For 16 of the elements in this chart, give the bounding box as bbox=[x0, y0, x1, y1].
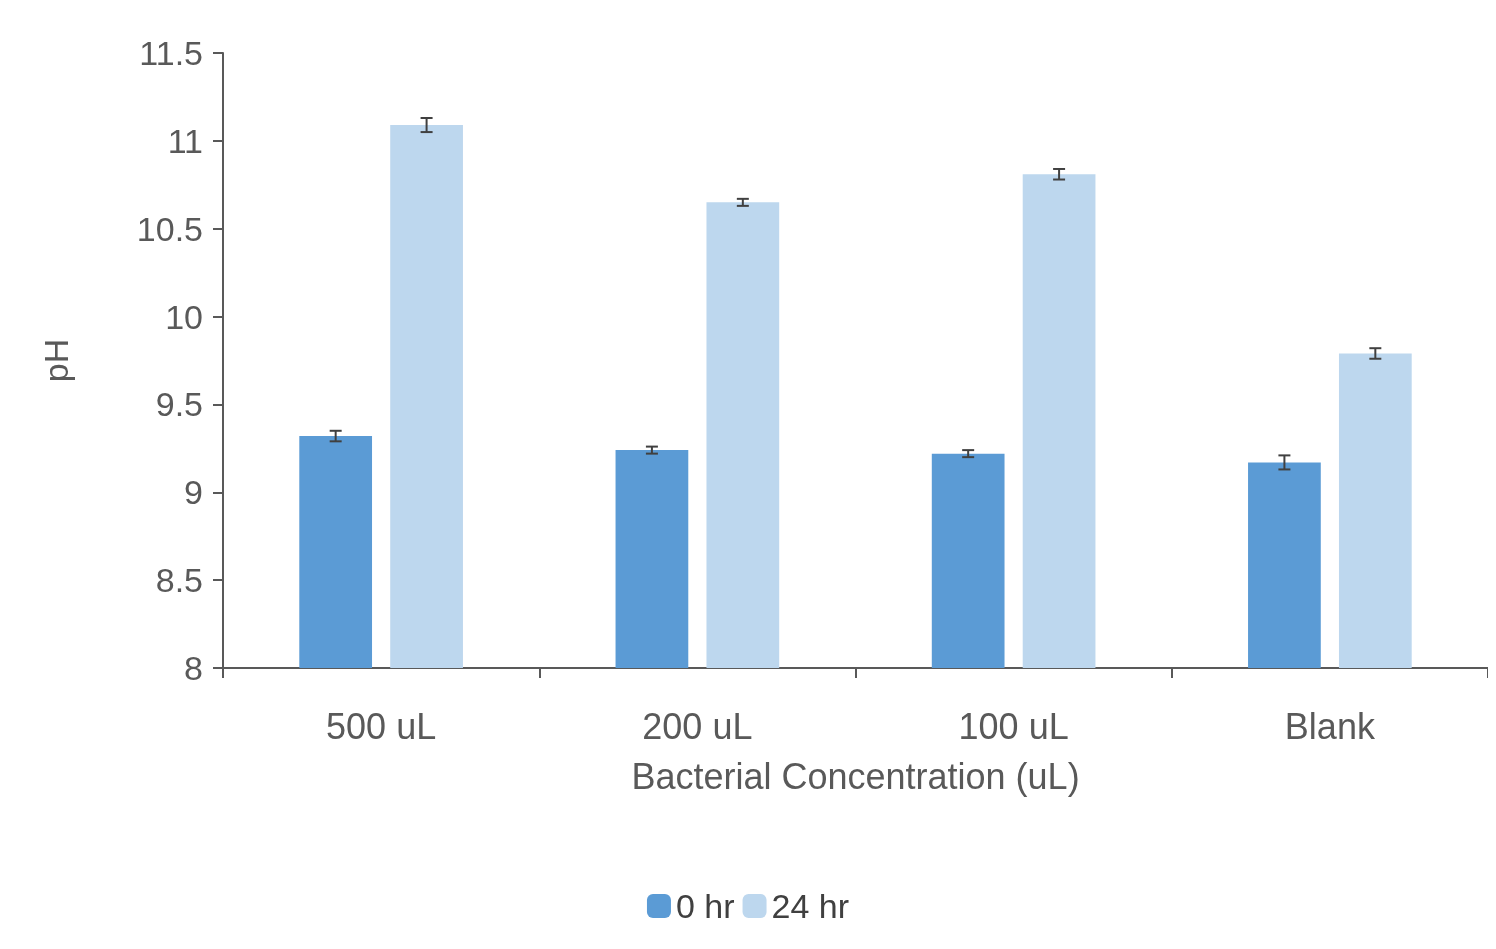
x-tick-label: 100 uL bbox=[958, 705, 1069, 747]
y-tick-label: 8.5 bbox=[155, 561, 203, 600]
legend-label: 0 hr bbox=[675, 887, 735, 925]
y-tick-label: 10 bbox=[165, 297, 203, 336]
y-tick-label: 9 bbox=[184, 473, 203, 512]
y-tick-label: 9.5 bbox=[155, 385, 203, 424]
y-tick-label: 11.5 bbox=[139, 34, 203, 72]
x-tick-label: Blank bbox=[1284, 705, 1376, 747]
y-tick-label: 10.5 bbox=[136, 209, 203, 248]
x-tick-label: 200 uL bbox=[642, 705, 753, 747]
legend-label: 24 hr bbox=[771, 887, 850, 925]
y-tick-label: 11 bbox=[167, 121, 203, 160]
x-axis-title: Bacterial Concentration (uL) bbox=[631, 755, 1080, 797]
y-tick-label: 8 bbox=[184, 649, 203, 687]
x-tick-label: 500 uL bbox=[326, 705, 437, 747]
y-axis-title: pH bbox=[37, 338, 75, 383]
